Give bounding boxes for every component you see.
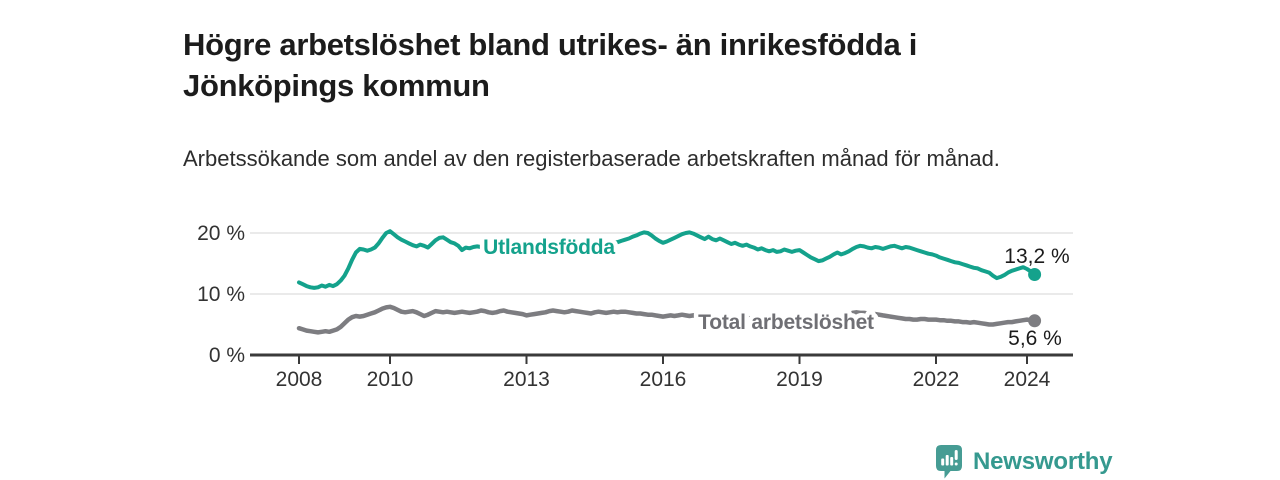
x-axis-label: 2008 — [276, 368, 323, 391]
x-axis-label: 2019 — [776, 368, 823, 391]
y-axis-label: 0 % — [209, 344, 245, 367]
x-axis-label: 2022 — [913, 368, 960, 391]
x-axis-label: 2010 — [367, 368, 414, 391]
logo-bar-2 — [945, 455, 949, 466]
series-end-value-label: 5,6 % — [1008, 327, 1062, 350]
page-title: Högre arbetslöshet bland utrikes- än inr… — [183, 26, 918, 103]
x-axis-label: 2016 — [640, 368, 687, 391]
x-axis-label: 2013 — [503, 368, 550, 391]
logo-bar-3 — [950, 457, 954, 466]
x-axis-label: 2024 — [1004, 368, 1051, 391]
y-axis-label: 10 % — [197, 283, 245, 306]
series-end-value-label: 13,2 % — [1004, 245, 1069, 268]
logo-exclamation-dot — [954, 462, 958, 466]
logo-exclamation-bar — [954, 450, 958, 460]
series-end-dot-total — [1028, 314, 1042, 328]
series-inline-label-utlandsfodda: Utlandsfödda — [483, 236, 615, 259]
series-line-utlandsfodda — [297, 229, 1037, 290]
logo-bar-1 — [941, 458, 945, 466]
newsworthy-logo-icon — [936, 445, 962, 479]
series-inline-label-total: Total arbetslöshet — [698, 311, 874, 334]
brand-wordmark: Newsworthy — [973, 448, 1113, 475]
chart-subtitle: Arbetssökande som andel av den registerb… — [183, 146, 1000, 171]
series-end-dot-utlandsfodda — [1028, 268, 1042, 281]
y-axis-label: 20 % — [197, 222, 245, 245]
brand-footer: Newsworthy — [936, 445, 1113, 479]
series-line-total — [296, 304, 1037, 335]
